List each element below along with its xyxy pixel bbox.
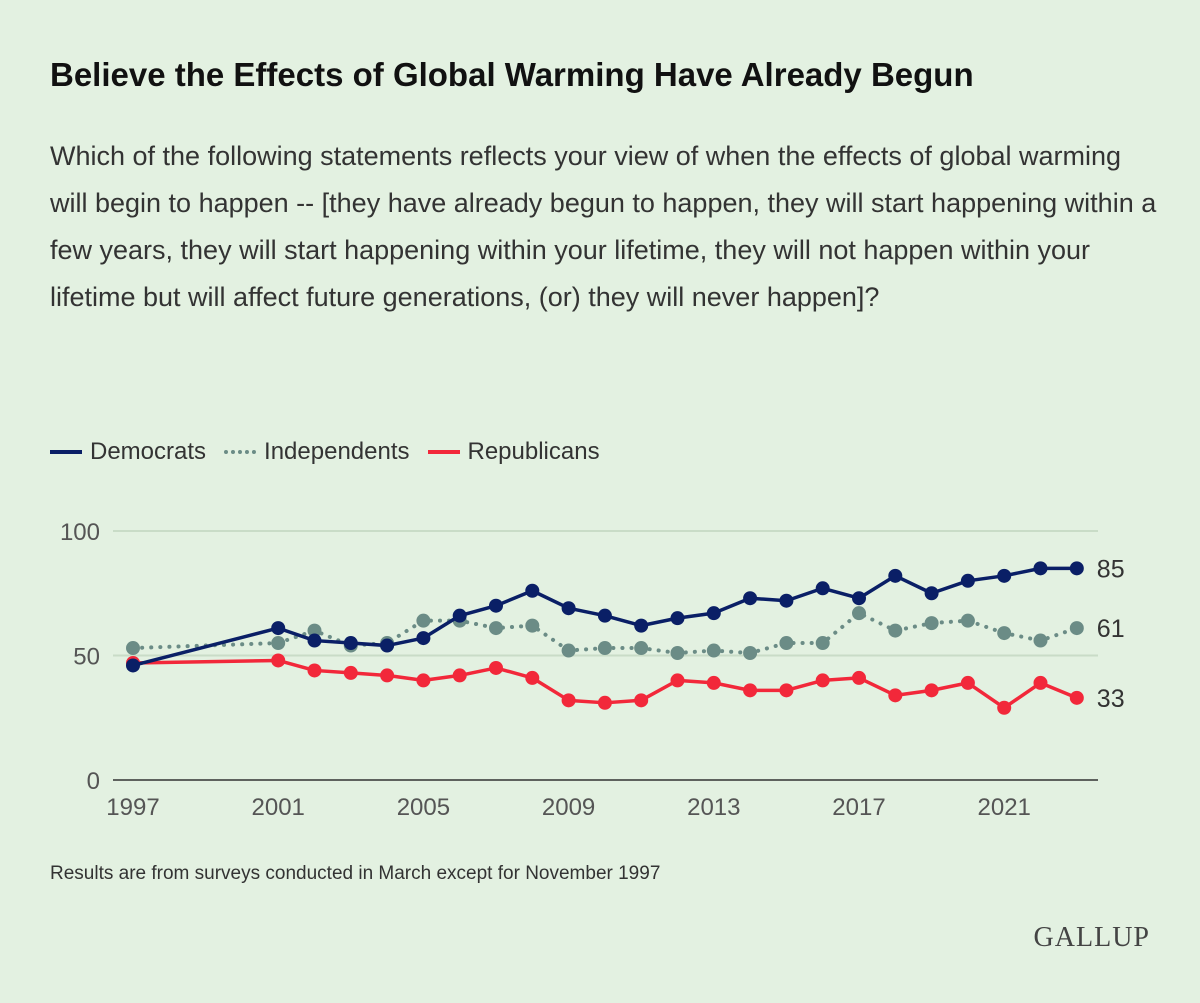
footnote: Results are from surveys conducted in Ma… xyxy=(50,863,661,884)
data-point-independents xyxy=(561,643,576,658)
data-point-independents xyxy=(997,626,1012,641)
data-point-republicans xyxy=(597,695,612,710)
data-point-independents xyxy=(670,646,685,661)
data-point-democrats xyxy=(452,608,467,623)
data-point-independents xyxy=(126,641,140,656)
gallup-logo: GALLUP xyxy=(1033,922,1150,953)
data-point-republicans xyxy=(997,700,1012,715)
legend-item-republicans: Republicans xyxy=(427,438,600,466)
legend-swatch-republicans xyxy=(427,450,460,454)
data-point-republicans xyxy=(670,673,685,688)
data-point-independents xyxy=(416,613,431,628)
data-point-republicans xyxy=(960,675,975,690)
data-point-republicans xyxy=(561,693,576,708)
data-point-democrats xyxy=(380,638,395,653)
x-tick-label: 2021 xyxy=(978,794,1031,821)
data-point-republicans xyxy=(634,693,649,708)
x-tick-label: 2013 xyxy=(687,794,740,821)
legend-swatch-democrats xyxy=(50,450,82,454)
data-point-republicans xyxy=(489,660,503,675)
data-point-independents xyxy=(960,613,975,628)
legend-item-independents: Independents xyxy=(224,438,410,466)
data-point-independents xyxy=(852,606,866,621)
data-point-independents xyxy=(634,641,649,656)
data-point-democrats xyxy=(489,598,503,613)
data-point-republicans xyxy=(888,688,903,703)
data-point-democrats xyxy=(126,658,140,673)
data-point-democrats xyxy=(1069,561,1084,576)
data-point-republicans xyxy=(271,653,286,668)
data-point-democrats xyxy=(634,618,649,633)
legend-label: Independents xyxy=(264,438,410,465)
data-point-democrats xyxy=(997,568,1012,583)
data-point-republicans xyxy=(343,665,358,680)
data-point-democrats xyxy=(960,573,975,588)
data-point-independents xyxy=(271,636,286,651)
data-point-democrats xyxy=(779,593,794,608)
data-point-democrats xyxy=(815,581,830,596)
data-point-democrats xyxy=(924,586,939,601)
data-point-independents xyxy=(1069,621,1084,636)
data-point-independents xyxy=(1033,633,1048,648)
y-tick-label: 100 xyxy=(60,519,100,546)
data-point-republicans xyxy=(779,683,794,698)
data-point-republicans xyxy=(706,675,721,690)
y-tick-label: 50 xyxy=(73,644,100,671)
data-point-democrats xyxy=(888,568,903,583)
data-point-independents xyxy=(888,623,903,638)
data-point-democrats xyxy=(706,606,721,621)
data-point-independents xyxy=(743,646,758,661)
data-point-republicans xyxy=(307,663,322,678)
data-point-independents xyxy=(525,618,540,633)
x-tick-label: 2005 xyxy=(397,794,450,821)
chart-subtitle: Which of the following statements reflec… xyxy=(50,141,1157,312)
data-point-independents xyxy=(489,621,503,636)
y-tick-label: 0 xyxy=(87,768,100,795)
data-point-democrats xyxy=(525,583,540,598)
data-point-republicans xyxy=(1033,675,1048,690)
data-point-democrats xyxy=(271,621,286,636)
x-tick-label: 2017 xyxy=(832,794,885,821)
chart-title: Believe the Effects of Global Warming Ha… xyxy=(50,56,974,93)
x-tick-label: 2009 xyxy=(542,794,595,821)
legend-label: Republicans xyxy=(467,438,600,465)
data-point-democrats xyxy=(307,633,322,648)
data-point-democrats xyxy=(416,631,431,646)
data-point-democrats xyxy=(1033,561,1048,576)
x-tick-label: 1997 xyxy=(106,794,159,821)
data-point-republicans xyxy=(924,683,939,698)
legend-item-democrats: Democrats xyxy=(50,438,206,466)
data-point-republicans xyxy=(815,673,830,688)
end-label-independents: 61 xyxy=(1097,615,1125,643)
data-point-democrats xyxy=(670,611,685,626)
data-point-republicans xyxy=(743,683,758,698)
data-point-democrats xyxy=(561,601,576,616)
data-point-democrats xyxy=(343,636,358,651)
end-label-democrats: 85 xyxy=(1097,555,1125,583)
data-point-republicans xyxy=(1069,690,1084,705)
data-point-independents xyxy=(597,641,612,656)
data-point-republicans xyxy=(452,668,467,683)
end-label-republicans: 33 xyxy=(1097,685,1125,713)
x-tick-label: 2001 xyxy=(252,794,305,821)
data-point-independents xyxy=(779,636,794,651)
data-point-independents xyxy=(815,636,830,651)
data-point-republicans xyxy=(416,673,431,688)
data-point-democrats xyxy=(852,591,866,606)
legend: Democrats Independents Republicans xyxy=(50,438,600,466)
data-point-democrats xyxy=(597,608,612,623)
data-point-democrats xyxy=(743,591,758,606)
data-point-republicans xyxy=(852,670,866,685)
data-point-republicans xyxy=(525,670,540,685)
data-point-independents xyxy=(924,616,939,631)
legend-swatch-independents xyxy=(224,450,257,454)
data-point-independents xyxy=(307,623,322,638)
data-point-independents xyxy=(706,643,721,658)
data-point-republicans xyxy=(380,668,395,683)
legend-label: Democrats xyxy=(90,438,207,465)
